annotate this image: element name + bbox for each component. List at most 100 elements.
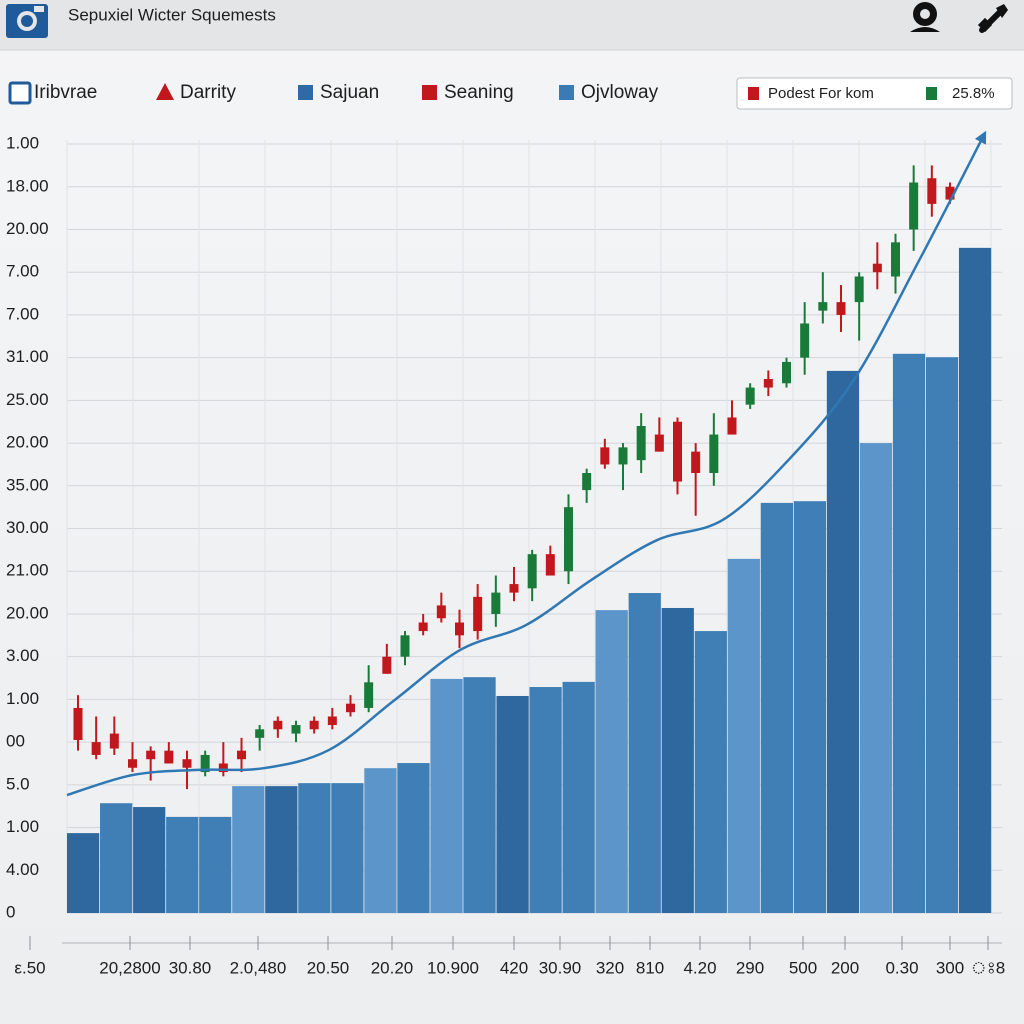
bar bbox=[166, 816, 199, 913]
y-tick-label: 20.00 bbox=[6, 433, 49, 452]
legend-swatch bbox=[422, 85, 437, 100]
x-tick-label: 320 bbox=[596, 958, 624, 977]
x-tick-label: 30.80 bbox=[169, 958, 212, 977]
candle-body bbox=[854, 276, 864, 303]
y-tick-label: 31.00 bbox=[6, 347, 49, 366]
y-tick-label: 20.00 bbox=[6, 219, 49, 238]
bar bbox=[67, 833, 100, 913]
bar bbox=[199, 816, 232, 913]
x-tick-label: ε.50 bbox=[14, 958, 45, 977]
candle-body bbox=[927, 178, 937, 204]
candle-body bbox=[691, 451, 701, 473]
header-bar bbox=[0, 0, 1024, 50]
bar bbox=[661, 607, 694, 913]
candle-body bbox=[836, 302, 846, 315]
bar bbox=[925, 357, 959, 913]
info-swatch bbox=[926, 87, 937, 100]
candle-body bbox=[237, 750, 246, 760]
candle-body bbox=[309, 720, 319, 730]
user-icon[interactable] bbox=[910, 2, 940, 32]
legend-swatch bbox=[298, 85, 313, 100]
candle-body bbox=[73, 707, 83, 740]
x-tick-label: 30.90 bbox=[539, 958, 582, 977]
y-tick-label: 7.00 bbox=[6, 304, 39, 323]
tools-icon[interactable] bbox=[977, 4, 1008, 33]
candle-body bbox=[582, 472, 592, 491]
candle-body bbox=[128, 759, 137, 768]
x-tick-label: 300 bbox=[936, 958, 964, 977]
candle-body bbox=[509, 584, 519, 593]
y-tick-label: 3.00 bbox=[6, 646, 39, 665]
x-tick-label: 420 bbox=[500, 958, 528, 977]
candle-body bbox=[491, 592, 501, 614]
candle-body bbox=[673, 421, 682, 482]
legend-swatch bbox=[559, 85, 574, 100]
candle-body bbox=[164, 750, 174, 764]
info-text: 25.8% bbox=[952, 85, 995, 102]
y-tick-label: 00 bbox=[6, 732, 25, 751]
bar bbox=[628, 593, 661, 913]
bar bbox=[463, 677, 496, 913]
candle-body bbox=[891, 242, 900, 277]
candle-body bbox=[945, 186, 955, 200]
y-tick-label: 1.00 bbox=[6, 134, 39, 153]
bar bbox=[331, 783, 364, 913]
legend-swatch bbox=[156, 83, 174, 100]
info-swatch bbox=[748, 87, 759, 100]
bar bbox=[100, 803, 133, 913]
candle-body bbox=[182, 759, 192, 768]
y-tick-label: 18.00 bbox=[6, 176, 49, 195]
x-tick-label: 500 bbox=[789, 958, 817, 977]
trend-line bbox=[66, 130, 987, 797]
candle-body bbox=[727, 417, 737, 435]
bar bbox=[859, 443, 893, 913]
candle-body bbox=[800, 323, 810, 358]
x-tick-label: 0.30 bbox=[885, 958, 918, 977]
bar bbox=[232, 786, 265, 913]
candle-body bbox=[818, 302, 828, 311]
candle-body bbox=[346, 703, 355, 713]
y-tick-label: 1.00 bbox=[6, 689, 39, 708]
y-tick-label: 4.00 bbox=[6, 860, 39, 879]
legend-label: Iribvrae bbox=[34, 82, 97, 103]
bar bbox=[397, 763, 430, 913]
bar bbox=[727, 558, 760, 913]
bar bbox=[298, 783, 331, 913]
legend-label: Sajuan bbox=[320, 82, 379, 103]
x-tick-label: 810 bbox=[636, 958, 664, 977]
candle-body bbox=[255, 729, 265, 738]
bar bbox=[562, 681, 595, 913]
candle-body bbox=[763, 379, 773, 388]
y-tick-label: 5.0 bbox=[6, 774, 30, 793]
x-tick-label: 290 bbox=[736, 958, 764, 977]
x-tick-label: ঃ8 bbox=[971, 958, 1005, 977]
candle-body bbox=[545, 554, 555, 576]
y-tick-label: 20.00 bbox=[6, 603, 49, 622]
x-tick-label: 20.50 bbox=[307, 958, 350, 977]
candle-body bbox=[436, 605, 446, 619]
candle-body bbox=[872, 263, 882, 273]
info-box-items: Podest For kom 25.8% bbox=[748, 85, 995, 102]
candle-body bbox=[782, 361, 791, 384]
app-logo[interactable] bbox=[6, 4, 48, 38]
y-tick-label: 21.00 bbox=[6, 561, 49, 580]
bar bbox=[760, 502, 793, 913]
legend-label: Seaning bbox=[444, 82, 514, 103]
bar bbox=[133, 807, 166, 913]
candle-body bbox=[109, 733, 119, 749]
candle-body bbox=[146, 750, 156, 760]
candle-body bbox=[382, 656, 392, 674]
candle-body bbox=[273, 720, 283, 730]
bar bbox=[694, 631, 727, 913]
bar bbox=[529, 687, 562, 913]
plot-area: 1.00 18.00 20.00 7.00 7.00 31.00 25.00 20.00 35.… bbox=[6, 130, 1005, 977]
x-tick-label: 200 bbox=[831, 958, 859, 977]
candle-body bbox=[618, 447, 628, 465]
bar bbox=[364, 768, 397, 913]
candle-body bbox=[327, 716, 337, 726]
y-tick-label: 35.00 bbox=[6, 475, 49, 494]
candle-body bbox=[291, 725, 301, 734]
bar bbox=[595, 610, 628, 913]
